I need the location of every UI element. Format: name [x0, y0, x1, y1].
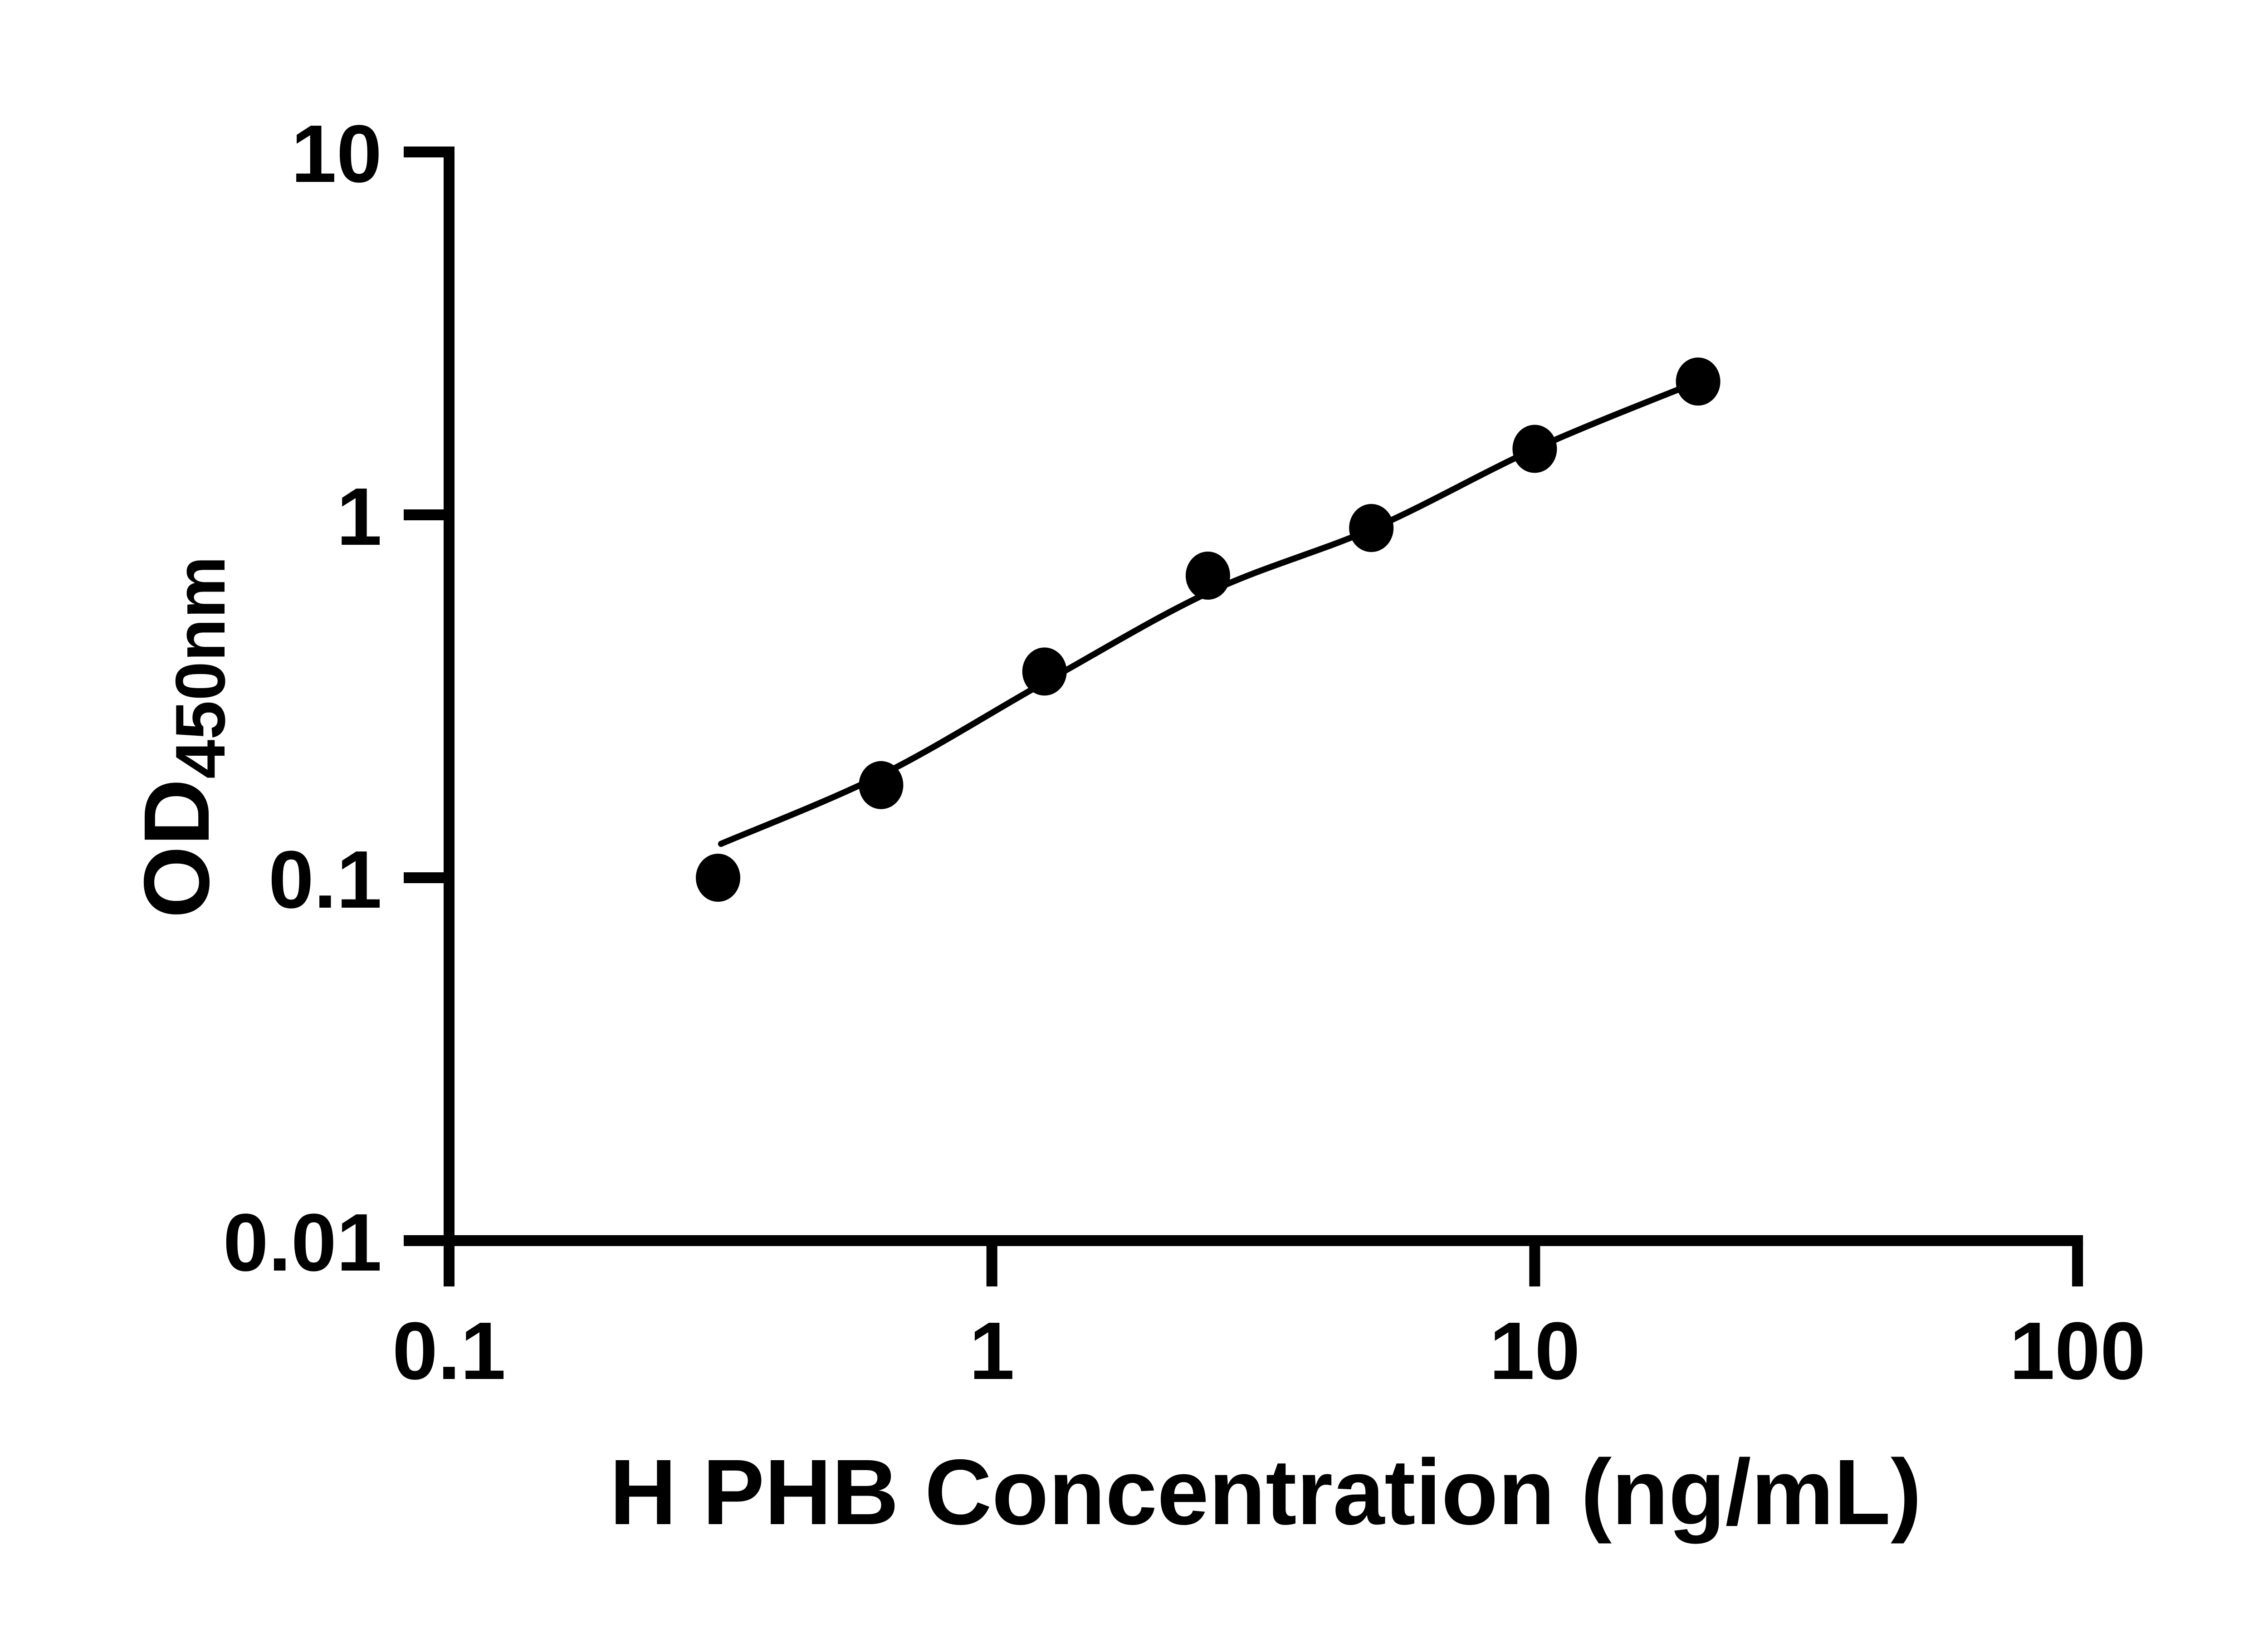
- x-tick-label: 100: [2009, 1305, 2146, 1397]
- data-point: [1512, 425, 1557, 473]
- data-point: [1022, 647, 1067, 696]
- y-tick-label: 0.01: [223, 1197, 382, 1288]
- y-tick-label: 0.1: [269, 834, 382, 925]
- y-axis-title: OD450nm: [125, 556, 240, 919]
- y-tick-label: 10: [291, 108, 382, 200]
- data-point: [859, 761, 904, 809]
- x-tick-label: 10: [1489, 1305, 1580, 1397]
- x-axis-title: H PHB Concentration (ng/mL): [610, 1440, 1922, 1544]
- x-tick-label: 1: [969, 1305, 1015, 1397]
- y-axis-title-main: OD: [125, 779, 229, 919]
- data-point: [696, 854, 740, 902]
- y-axis-title-subscript: 450nm: [161, 556, 240, 779]
- y-tick-label: 1: [337, 471, 382, 562]
- x-tick-label: 0.1: [392, 1305, 506, 1397]
- data-layer: [696, 357, 1721, 902]
- data-point: [1349, 504, 1394, 552]
- data-point: [1185, 552, 1230, 600]
- data-point: [1676, 357, 1721, 406]
